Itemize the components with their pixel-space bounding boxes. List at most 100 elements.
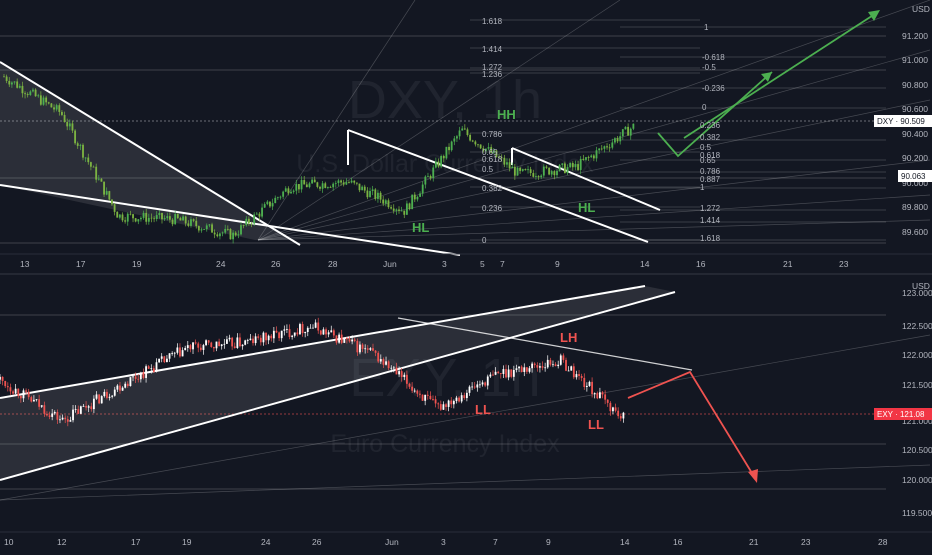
- exy-candle-body: [591, 381, 594, 395]
- exy-candle-body: [502, 369, 505, 374]
- dxy-candle-body: [295, 184, 298, 191]
- dxy-candle-body: [303, 180, 306, 185]
- exy-candle-body: [223, 343, 226, 345]
- dxy-candle-body: [563, 163, 566, 174]
- dxy-candle-body: [332, 183, 335, 188]
- exy-candle-body: [1, 376, 4, 381]
- exy-annotation-ll-1: LL: [475, 402, 491, 417]
- dxy-projection-arrowhead-1: [761, 72, 772, 82]
- exy-candle-body: [520, 366, 523, 373]
- dxy-candle-body: [342, 182, 345, 185]
- exy-candle-body: [301, 324, 304, 334]
- exy-candle-body: [554, 364, 557, 367]
- exy-candle-body: [536, 365, 539, 368]
- exy-wedge-lower-line[interactable]: [0, 291, 676, 481]
- exy-candle-body: [171, 353, 174, 354]
- fib-label: -0.236: [702, 84, 725, 93]
- dxy-candle-body: [266, 201, 269, 205]
- dxy-candle-body: [39, 95, 42, 105]
- dxy-candle-body: [118, 214, 121, 218]
- dxy-candle-body: [113, 204, 116, 212]
- exy-candle-body: [113, 389, 116, 396]
- dxy-candle-body: [269, 201, 271, 207]
- exy-rising-wedge[interactable]: [0, 286, 675, 480]
- price-tick: 121.000: [902, 416, 932, 426]
- dxy-price-axis[interactable]: USD 91.200 91.000 90.800 90.600 90.400 9…: [902, 4, 930, 237]
- exy-price-axis[interactable]: USD 123.000 122.500 122.000 121.500 121.…: [902, 281, 932, 518]
- exy-candle-body: [152, 368, 155, 372]
- fib-label: 0.236: [482, 204, 503, 213]
- dxy-candle-body: [203, 229, 206, 231]
- exy-candle-body: [254, 336, 257, 344]
- dxy-candle-body: [627, 126, 630, 136]
- exy-candle-body: [163, 356, 166, 363]
- exy-candle-body: [106, 391, 108, 398]
- exy-candle-body: [348, 339, 351, 342]
- price-tick: 122.000: [902, 350, 932, 360]
- dxy-candle-body: [532, 173, 535, 177]
- dxy-channel-upper-line[interactable]: [0, 61, 301, 246]
- exy-candle-body: [476, 384, 479, 388]
- exy-candle-body: [552, 364, 554, 366]
- dxy-candle-body: [45, 97, 48, 103]
- dxy-candle-body: [390, 207, 393, 209]
- dxy-wedge-upper-line[interactable]: [347, 129, 649, 243]
- exy-candle-body: [218, 341, 221, 347]
- dxy-time-axis[interactable]: 13 17 19 24 26 28 Jun 3 5 7 9 14 16 21 2…: [20, 259, 849, 269]
- time-tick: 14: [640, 259, 650, 269]
- time-tick: Jun: [385, 537, 399, 547]
- dxy-candle-body: [182, 216, 184, 221]
- dxy-candle-body: [427, 175, 429, 177]
- exy-candle-body: [583, 377, 586, 387]
- dxy-candle-body: [82, 144, 84, 158]
- dxy-candle-body: [556, 170, 558, 176]
- dxy-candle-body: [479, 144, 482, 149]
- dxy-candle-body: [600, 148, 603, 150]
- exy-descending-resistance[interactable]: [397, 317, 693, 371]
- exy-candle-body: [585, 385, 588, 387]
- fib-label: 0.382: [700, 133, 721, 142]
- dxy-unit-label: USD: [912, 4, 930, 14]
- dxy-flag-upper-line[interactable]: [511, 147, 661, 211]
- exy-candles: [0, 317, 625, 427]
- price-tick: 90.000: [902, 178, 928, 188]
- exy-candle-body: [160, 356, 163, 359]
- dxy-candle-body: [226, 228, 229, 230]
- exy-candle-body: [249, 338, 252, 341]
- dxy-candle-body: [590, 155, 593, 158]
- exy-candle-body: [619, 416, 622, 419]
- dxy-candle-body: [124, 220, 127, 222]
- exy-wedge-upper-line[interactable]: [0, 285, 646, 399]
- exy-candle-body: [424, 394, 427, 401]
- exy-candle-body: [353, 339, 356, 341]
- exy-candle-body: [479, 384, 481, 386]
- dxy-candle-body: [403, 210, 406, 215]
- price-tick: 122.500: [902, 321, 932, 331]
- exy-candle-body: [53, 412, 56, 414]
- dxy-candle-body: [500, 157, 503, 159]
- exy-candle-body: [507, 369, 510, 378]
- dxy-candle-body: [100, 178, 103, 182]
- exy-candle-body: [280, 330, 283, 339]
- time-tick: 28: [878, 537, 888, 547]
- exy-annotation-ll-2: LL: [588, 417, 604, 432]
- exy-time-axis[interactable]: 10 12 17 19 24 26 Jun 3 7 9 14 16 21 23 …: [4, 537, 888, 547]
- exy-candle-body: [356, 340, 359, 353]
- dxy-candle-body: [324, 183, 327, 188]
- exy-candle-body: [205, 340, 207, 346]
- dxy-panel[interactable]: DXY, 1h U.S. Dollar Currency Index: [0, 0, 932, 269]
- dxy-candle-body: [105, 191, 108, 195]
- dxy-candle-body: [508, 162, 511, 169]
- dxy-candle-body: [611, 142, 614, 148]
- dxy-candle-body: [511, 166, 514, 169]
- dxy-candle-body: [129, 213, 132, 215]
- dxy-channel-lower-line[interactable]: [0, 184, 461, 256]
- exy-panel[interactable]: EXY, 1h Euro Currency Index LH LL LL USD…: [0, 273, 932, 547]
- dxy-candle-body: [224, 228, 227, 233]
- exy-candle-body: [528, 368, 531, 372]
- dxy-candle-body: [240, 225, 242, 235]
- exy-candle-body: [332, 330, 335, 336]
- exy-candle-body: [51, 413, 54, 417]
- exy-projection-arrowhead: [748, 469, 758, 483]
